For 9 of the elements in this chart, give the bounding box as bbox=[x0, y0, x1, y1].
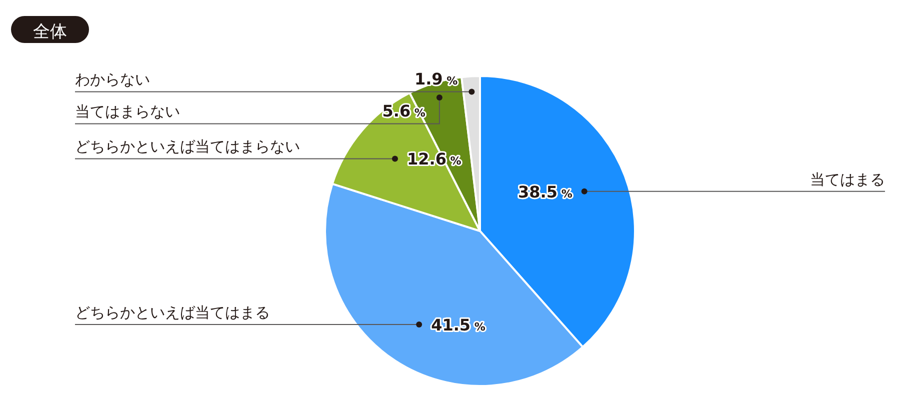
title: 全体 bbox=[11, 16, 89, 43]
slice-label: わからない bbox=[75, 72, 150, 89]
slice-label: どちらかといえば当てはまる bbox=[75, 304, 270, 322]
chart-title: 全体 bbox=[33, 22, 67, 41]
slice-label: 当てはまる bbox=[810, 171, 885, 188]
data-label: 38.5 % bbox=[518, 182, 572, 202]
data-label: 41.5 % bbox=[431, 316, 486, 335]
slice-label: 当てはまらない bbox=[75, 104, 180, 121]
slice-label: どちらかといえば当てはまらない bbox=[75, 138, 300, 156]
